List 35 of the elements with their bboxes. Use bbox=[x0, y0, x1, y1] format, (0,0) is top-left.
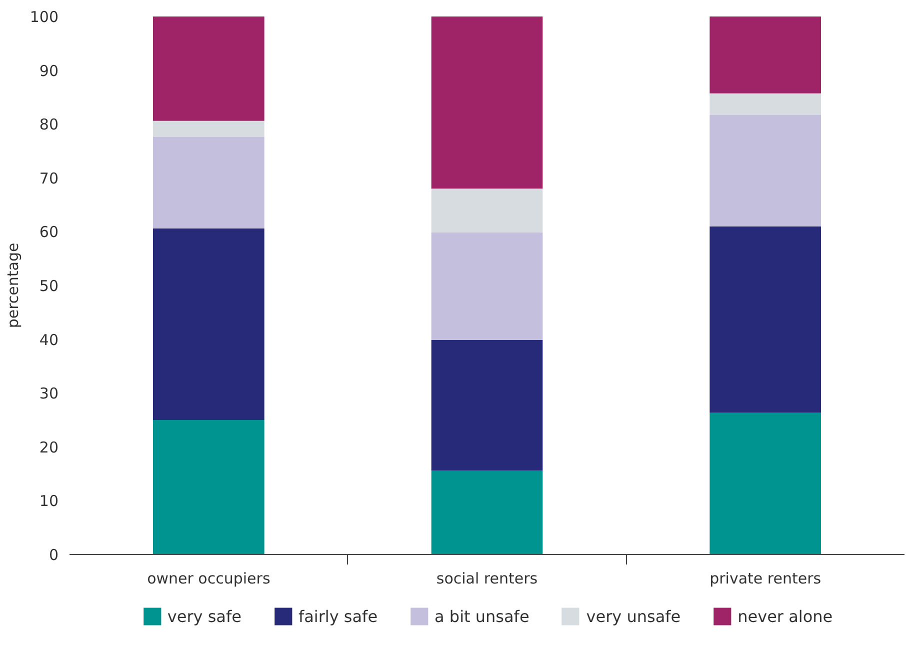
x-tick-label: social renters bbox=[436, 570, 538, 588]
bar bbox=[153, 137, 264, 228]
bar bbox=[431, 188, 543, 232]
y-tick-label: 0 bbox=[48, 546, 59, 564]
y-tick-label: 60 bbox=[39, 223, 59, 242]
y-tick-label: 20 bbox=[39, 438, 59, 456]
bar bbox=[710, 412, 821, 554]
bar bbox=[153, 420, 264, 554]
bar bbox=[710, 114, 821, 226]
y-tick-label: 80 bbox=[39, 116, 59, 134]
legend-label: never alone bbox=[738, 606, 833, 626]
y-tick-label: 90 bbox=[39, 62, 59, 80]
y-tick-label: 10 bbox=[39, 492, 59, 510]
y-tick-label: 100 bbox=[30, 8, 59, 26]
bar bbox=[710, 16, 821, 94]
bar bbox=[431, 232, 543, 340]
bar bbox=[153, 120, 264, 138]
legend-label: very safe bbox=[167, 606, 242, 626]
legend-label: fairly safe bbox=[298, 606, 378, 626]
bar bbox=[710, 93, 821, 115]
legend-label: very unsafe bbox=[586, 606, 681, 626]
y-axis-title: percentage bbox=[4, 242, 22, 328]
y-tick-label: 30 bbox=[39, 384, 59, 403]
y-tick-label: 40 bbox=[39, 330, 59, 349]
y-tick-label: 50 bbox=[39, 277, 59, 295]
bar bbox=[153, 16, 264, 121]
bar bbox=[431, 470, 543, 554]
bar bbox=[710, 226, 821, 412]
bar bbox=[431, 16, 543, 189]
x-tick-label: owner occupiers bbox=[147, 570, 270, 588]
x-tick-label: private renters bbox=[710, 570, 822, 588]
bar bbox=[431, 340, 543, 471]
legend-label: a bit unsafe bbox=[434, 606, 530, 626]
bar bbox=[153, 228, 264, 420]
y-tick-label: 70 bbox=[39, 169, 59, 188]
